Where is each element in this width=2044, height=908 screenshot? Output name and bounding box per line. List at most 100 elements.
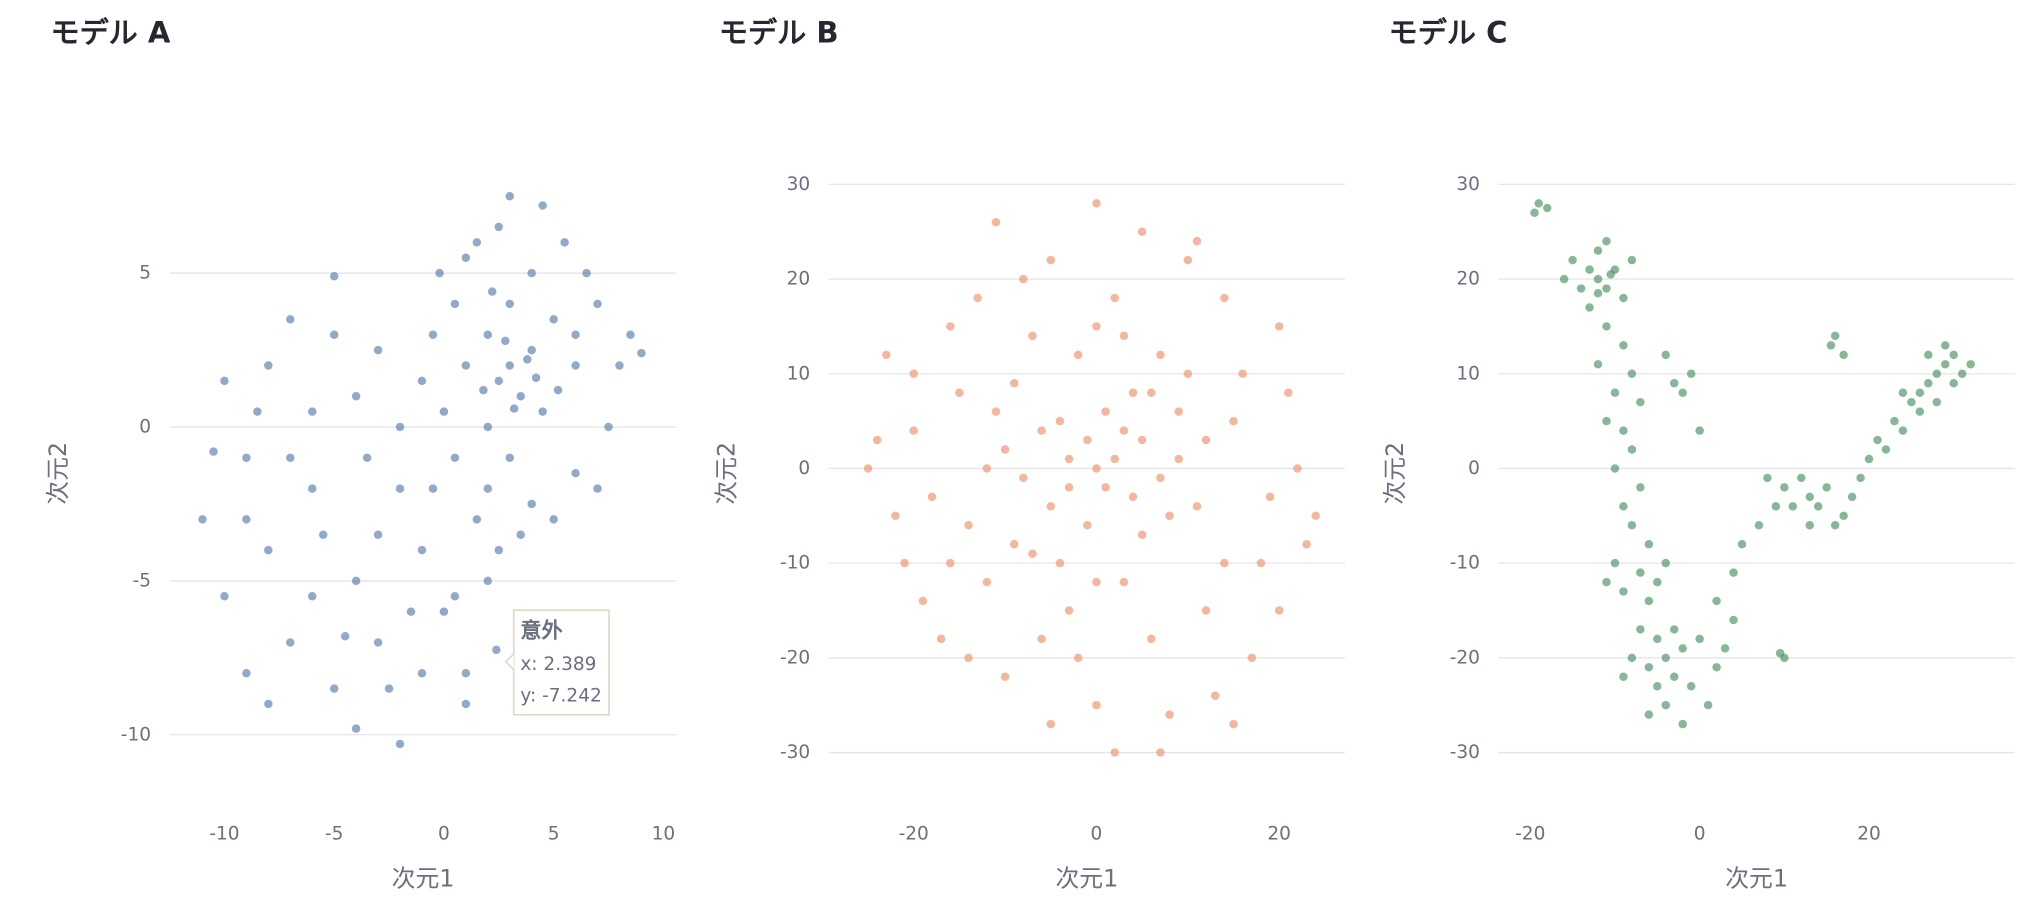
point <box>1636 397 1645 407</box>
point <box>373 345 383 355</box>
point <box>1678 719 1687 729</box>
point <box>220 592 229 601</box>
point <box>582 268 591 278</box>
point <box>428 484 438 493</box>
point <box>1670 672 1679 682</box>
point <box>1873 435 1882 445</box>
tooltip-line: y: -7.242 <box>520 686 601 707</box>
point <box>198 515 207 524</box>
point <box>553 385 563 395</box>
point <box>1771 502 1781 511</box>
point <box>1101 407 1110 416</box>
point <box>494 376 504 386</box>
point <box>1137 435 1147 445</box>
points <box>1530 199 1975 729</box>
point <box>1174 407 1183 416</box>
point <box>1754 521 1764 530</box>
point <box>483 330 493 339</box>
point <box>1695 426 1704 435</box>
point <box>479 385 488 395</box>
y-tick-label: 10 <box>1456 363 1480 384</box>
y-tick-label: 10 <box>787 363 811 384</box>
point <box>373 638 383 647</box>
point <box>1703 700 1713 710</box>
point <box>505 299 514 309</box>
y-tick-label: 0 <box>798 458 810 479</box>
point <box>1534 199 1543 208</box>
point <box>1119 426 1129 435</box>
point <box>505 191 514 201</box>
point <box>1678 644 1687 653</box>
y-tick-label: 30 <box>1456 174 1480 195</box>
point <box>1585 303 1594 312</box>
point <box>1619 426 1628 435</box>
point <box>571 468 580 478</box>
point <box>1229 719 1238 729</box>
y-tick-label: 5 <box>139 263 151 284</box>
point <box>1220 558 1229 568</box>
point <box>1644 710 1654 719</box>
point <box>509 404 519 413</box>
point <box>264 699 273 709</box>
point <box>1265 492 1275 502</box>
point <box>505 361 514 370</box>
point <box>1602 236 1611 246</box>
point <box>1915 407 1925 416</box>
point <box>626 330 635 339</box>
point <box>1064 606 1074 615</box>
point <box>1805 492 1814 502</box>
point <box>406 607 416 616</box>
point <box>1037 634 1046 644</box>
y-tick-label: 20 <box>787 269 811 290</box>
y-tick-label: 0 <box>139 417 151 438</box>
y-tick-label: -10 <box>121 724 151 745</box>
point <box>1092 577 1101 587</box>
point <box>1110 293 1119 303</box>
point <box>1627 255 1637 265</box>
point <box>1636 625 1645 634</box>
point <box>882 350 891 360</box>
point <box>1055 416 1065 426</box>
point <box>1019 274 1028 284</box>
point <box>1653 577 1662 587</box>
point <box>1941 360 1950 369</box>
point <box>1055 558 1065 568</box>
x-tick-label: 10 <box>652 823 676 844</box>
point <box>1009 379 1019 388</box>
point <box>1661 700 1671 710</box>
point <box>1110 748 1119 757</box>
point <box>900 558 909 568</box>
point <box>593 299 602 309</box>
points <box>863 199 1320 757</box>
point <box>308 407 317 416</box>
point <box>373 530 383 539</box>
point <box>1924 350 1933 360</box>
point <box>395 739 405 749</box>
x-tick-label: -10 <box>209 823 239 844</box>
point <box>439 407 449 416</box>
point <box>1720 644 1730 653</box>
point <box>1220 293 1229 303</box>
tooltip-pointer <box>504 653 515 671</box>
point <box>523 355 532 364</box>
point <box>615 361 624 370</box>
point <box>1957 369 1967 379</box>
point <box>1670 379 1679 388</box>
point <box>964 653 973 663</box>
point <box>1083 435 1092 445</box>
point <box>1274 322 1284 331</box>
point <box>1073 653 1083 663</box>
point <box>1046 719 1056 729</box>
point <box>1302 539 1311 549</box>
point <box>1110 454 1119 464</box>
y-tick-label: -30 <box>1450 742 1480 763</box>
point <box>1653 634 1662 644</box>
point <box>483 422 493 432</box>
point <box>494 222 504 232</box>
point <box>1137 227 1147 236</box>
point <box>516 530 525 539</box>
point <box>1201 606 1211 615</box>
point <box>1092 199 1101 208</box>
point <box>1619 672 1628 682</box>
point <box>571 361 580 370</box>
